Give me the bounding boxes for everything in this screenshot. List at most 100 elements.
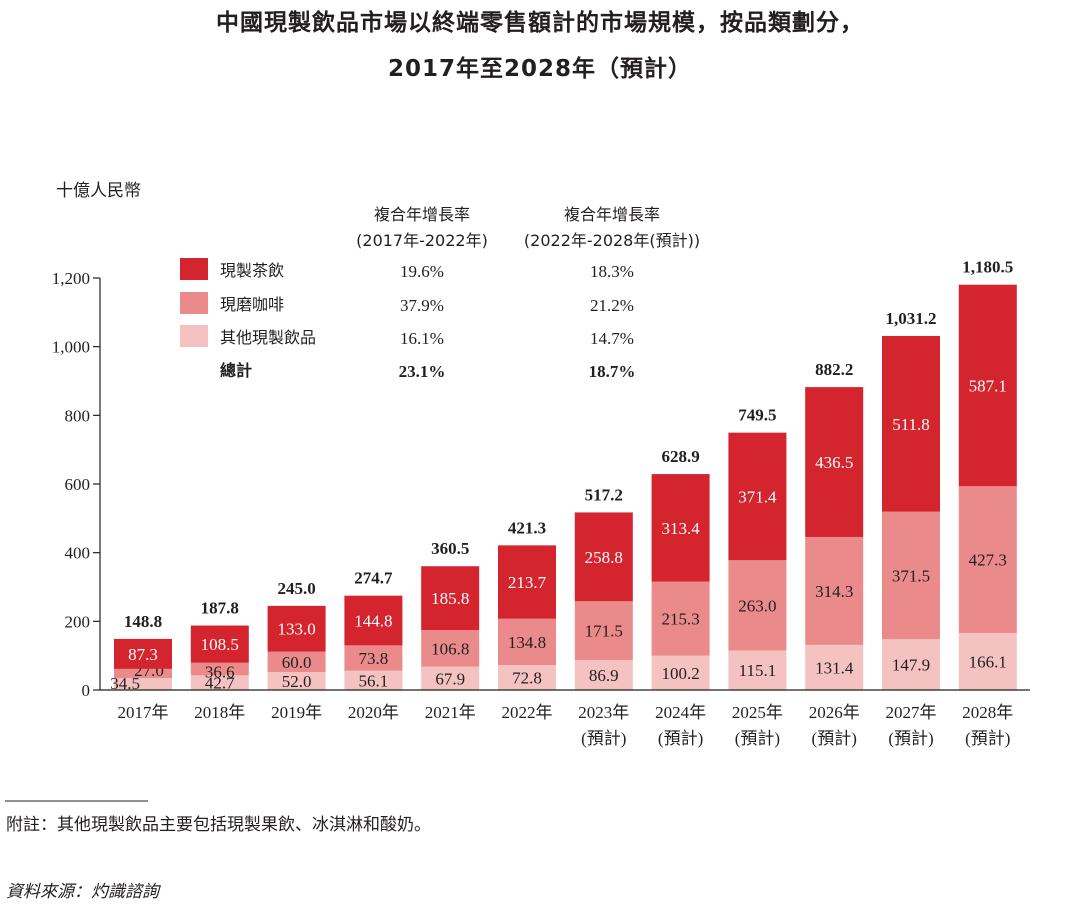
bar-segment <box>805 387 864 537</box>
chart-title-line1: 中國現製飲品市場以終端零售額計的市場規模，按品類劃分， <box>216 9 864 36</box>
bar-value-label: 427.3 <box>969 551 1007 570</box>
bar-segment <box>882 335 940 512</box>
bar-value-label: 34.5 <box>110 674 140 693</box>
bar-value-label: 213.7 <box>508 573 547 592</box>
bar-value-label: 171.5 <box>585 622 623 641</box>
bar-value-label: 134.8 <box>508 633 546 652</box>
bar-segment <box>114 638 172 669</box>
bar-segment <box>267 605 326 652</box>
bars-group: 34.527.087.3148.842.736.6108.5187.852.06… <box>110 258 1017 693</box>
bar-value-label: 371.5 <box>892 566 930 585</box>
bar-total-label: 749.5 <box>738 406 776 425</box>
bar-segment <box>421 630 480 667</box>
bar-segment <box>574 660 633 690</box>
cagr1-total: 23.1% <box>399 362 446 381</box>
x-tick-label: 2017年 <box>118 703 169 722</box>
x-tick-sublabel: (預計) <box>581 729 626 748</box>
cagr2-other: 14.7% <box>590 329 634 348</box>
bar-segment <box>498 545 556 619</box>
x-tick-label: 2027年 <box>886 703 937 722</box>
x-tick-label: 2020年 <box>348 703 399 722</box>
bar-value-label: 73.8 <box>359 649 389 668</box>
bar-value-label: 115.1 <box>739 661 777 680</box>
bar-value-label: 106.8 <box>431 639 469 658</box>
y-axis-unit: 十億人民幣 <box>56 181 141 201</box>
bar-segment <box>114 678 172 690</box>
bar-total-label: 274.7 <box>354 569 393 588</box>
bar-segment <box>882 511 940 640</box>
bar-total-label: 148.8 <box>124 612 162 631</box>
bar-segment <box>344 670 403 690</box>
x-axis-labels: 2017年 2018年 2019年 2020年 2021年 2022年 2023年 (預計) 2… <box>118 703 1014 748</box>
cagr2-coffee: 21.2% <box>590 296 634 315</box>
bar-value-label: 131.4 <box>815 658 854 677</box>
x-tick-label: 2028年 <box>962 703 1013 722</box>
cagr-header-1-line1: 複合年增長率 <box>374 205 470 224</box>
bar-value-label: 52.0 <box>282 672 312 691</box>
bar-segment <box>958 284 1017 487</box>
chart-title-line2: 2017年至2028年（預計） <box>388 55 692 82</box>
cagr-header-1-line2: (2017年-2022年) <box>356 231 488 250</box>
source-note: 資料來源：灼識諮詢 <box>6 882 161 902</box>
bar-value-label: 72.8 <box>512 669 542 688</box>
cagr2-tea: 18.3% <box>590 262 634 281</box>
bar-total-label: 628.9 <box>661 447 699 466</box>
bar-segment <box>498 618 556 666</box>
bar-segment <box>651 474 710 582</box>
bar-value-label: 87.3 <box>128 645 158 664</box>
legend-swatch-coffee <box>180 292 208 314</box>
x-tick-sublabel: (預計) <box>965 729 1010 748</box>
y-tick-label: 600 <box>65 475 91 494</box>
bar-segment <box>574 601 633 661</box>
bar-value-label: 371.4 <box>738 487 777 506</box>
bar-segment <box>651 655 710 690</box>
legend-swatch-other <box>180 325 208 347</box>
x-tick-label: 2021年 <box>425 703 476 722</box>
legend-label-tea: 現製茶飲 <box>220 261 284 280</box>
bar-segment <box>728 432 787 561</box>
bar-segment <box>267 672 326 690</box>
y-tick-label: 400 <box>65 544 91 563</box>
bar-total-label: 245.0 <box>277 579 315 598</box>
bar-segment <box>574 512 633 602</box>
bar-value-label: 108.5 <box>201 635 239 654</box>
bar-total-label: 1,180.5 <box>962 258 1013 277</box>
bar-value-label: 258.8 <box>585 548 623 567</box>
cagr2-total: 18.7% <box>589 362 636 381</box>
bar-total-label: 421.3 <box>508 518 546 537</box>
bar-value-label: 42.7 <box>205 674 235 693</box>
bar-total-label: 1,031.2 <box>886 309 937 328</box>
x-tick-label: 2024年 <box>655 703 706 722</box>
bar-total-label: 187.8 <box>201 599 239 618</box>
bar-segment <box>190 625 249 663</box>
bar-value-label: 185.8 <box>431 589 469 608</box>
bar-value-label: 263.0 <box>738 596 776 615</box>
cagr1-coffee: 37.9% <box>400 296 444 315</box>
bar-segment <box>344 645 403 671</box>
cagr-header-2-line1: 複合年增長率 <box>564 205 660 224</box>
bar-segment <box>728 560 787 651</box>
legend-swatch-tea <box>180 258 208 280</box>
bar-segment <box>958 486 1017 633</box>
x-tick-label: 2019年 <box>271 703 322 722</box>
bar-segment <box>421 566 480 631</box>
x-tick-sublabel: (預計) <box>658 729 703 748</box>
bar-value-label: 587.1 <box>969 376 1007 395</box>
bar-value-label: 436.5 <box>815 453 853 472</box>
legend: 複合年增長率 (2017年-2022年) 複合年增長率 (2022年-2028年… <box>180 205 700 381</box>
bar-segment <box>190 662 249 676</box>
cagr-header-2-line2: (2022年-2028年(預計)) <box>524 231 700 250</box>
bar-value-label: 67.9 <box>435 669 465 688</box>
bar-value-label: 100.2 <box>661 664 699 683</box>
legend-label-total: 總計 <box>220 361 252 380</box>
y-tick-label: 1,200 <box>52 269 90 288</box>
bar-segment <box>267 651 326 673</box>
bar-segment <box>958 632 1017 690</box>
y-tick-label: 200 <box>65 612 91 631</box>
bar-segment <box>882 639 940 690</box>
x-tick-sublabel: (預計) <box>888 729 933 748</box>
bar-total-label: 882.2 <box>815 360 853 379</box>
bar-value-label: 86.9 <box>589 666 619 685</box>
bar-value-label: 511.8 <box>892 415 930 434</box>
